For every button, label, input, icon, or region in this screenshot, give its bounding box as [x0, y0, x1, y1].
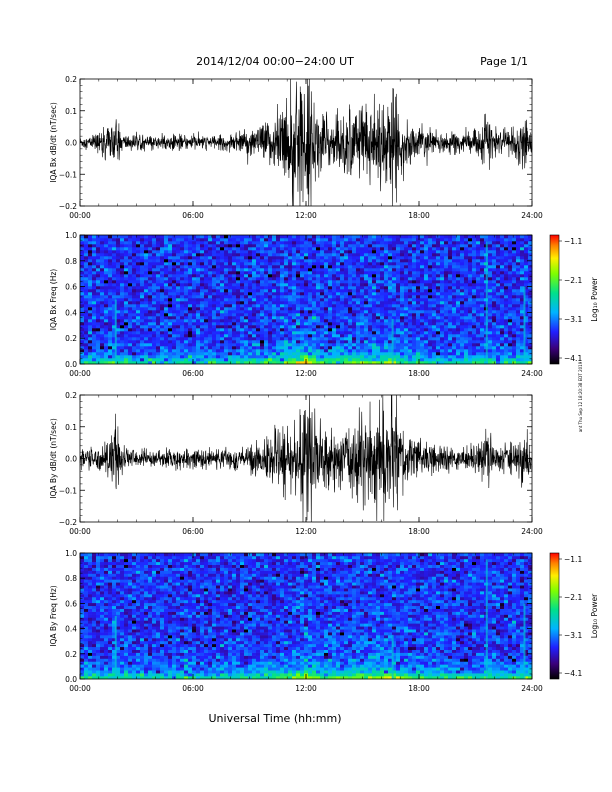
- side-stamp: ant Thu Sep 12 18:20:38 EDT 2019: [578, 361, 583, 432]
- y-tick-label: 0.0: [65, 675, 77, 684]
- panel-2: 1.0 0.8 0.6 0.4 0.2 0.000:00 06:00 12:00 18:00 24…: [49, 231, 543, 378]
- y-tick-label: 0.4: [65, 625, 77, 634]
- x-tick-label: 18:00: [408, 684, 430, 693]
- colorbar-tick-label: −4.1: [564, 354, 582, 363]
- colorbar-bottom: −1.1 −2.1 −3.1 −4.1 Log₁₀ Power: [549, 552, 599, 680]
- panel-3: 0.2 0.1 0.0 −0.1 −0.200:00 06:00 12:00 18:00 24:…: [49, 391, 543, 536]
- y-tick-label: −0.2: [59, 202, 77, 211]
- x-tick-label: 00:00: [69, 527, 91, 536]
- colorbar-title: Log₁₀ Power: [590, 276, 599, 321]
- y-tick-label: −0.2: [59, 518, 77, 527]
- spectrogram: [80, 553, 533, 680]
- x-axis-label: Universal Time (hh:mm): [209, 712, 342, 725]
- y-axis-label: IQA By Freq (Hz): [49, 585, 58, 647]
- x-tick-label: 12:00: [295, 369, 317, 378]
- colorbar-tick-label: −3.1: [564, 315, 582, 324]
- page-title: 2014/12/04 00:00−24:00 UT: [196, 55, 354, 68]
- x-tick-label: 18:00: [408, 369, 430, 378]
- x-tick-label: 12:00: [295, 527, 317, 536]
- x-tick-label: 00:00: [69, 211, 91, 220]
- x-tick-label: 24:00: [521, 684, 543, 693]
- series-line: [79, 394, 533, 523]
- y-tick-label: 0.2: [65, 334, 77, 343]
- y-tick-label: 0.0: [65, 139, 77, 148]
- colorbar-tick-label: −3.1: [564, 631, 582, 640]
- y-tick-label: 0.2: [65, 391, 77, 400]
- x-tick-label: 24:00: [521, 211, 543, 220]
- series-line: [79, 78, 533, 207]
- y-tick-label: 0.2: [65, 650, 77, 659]
- y-tick-label: 0.1: [65, 107, 77, 116]
- x-tick-label: 12:00: [295, 211, 317, 220]
- y-tick-label: 0.8: [65, 574, 77, 583]
- x-tick-label: 24:00: [521, 527, 543, 536]
- y-tick-label: 1.0: [65, 549, 77, 558]
- x-tick-label: 12:00: [295, 684, 317, 693]
- panel-4: 1.0 0.8 0.6 0.4 0.2 0.000:00 06:00 12:00 18:00 24…: [49, 549, 543, 693]
- y-tick-label: 0.0: [65, 360, 77, 369]
- x-tick-label: 24:00: [521, 369, 543, 378]
- y-tick-label: 0.6: [65, 599, 77, 608]
- spectrogram: [80, 235, 533, 365]
- x-tick-label: 18:00: [408, 211, 430, 220]
- x-tick-label: 00:00: [69, 369, 91, 378]
- x-tick-label: 00:00: [69, 684, 91, 693]
- y-tick-label: 0.8: [65, 257, 77, 266]
- y-tick-label: 1.0: [65, 231, 77, 240]
- y-tick-label: 0.1: [65, 423, 77, 432]
- x-tick-label: 06:00: [182, 527, 204, 536]
- colorbar-tick-label: −1.1: [564, 237, 582, 246]
- y-axis-label: IQA By dB/dt (nT/sec): [49, 418, 58, 499]
- y-tick-label: 0.4: [65, 308, 77, 317]
- y-axis-label: IQA Bx Freq (Hz): [49, 269, 58, 331]
- x-tick-label: 06:00: [182, 369, 204, 378]
- y-tick-label: 0.2: [65, 75, 77, 84]
- colorbar-tick-label: −4.1: [564, 669, 582, 678]
- y-tick-label: 0.6: [65, 283, 77, 292]
- colorbar-top: −1.1 −2.1 −3.1 −4.1 Log₁₀ Power: [549, 234, 599, 365]
- colorbar-gradient: [549, 234, 560, 365]
- y-tick-label: −0.1: [59, 170, 77, 179]
- y-tick-label: −0.1: [59, 486, 77, 495]
- colorbar-tick-label: −2.1: [564, 593, 582, 602]
- panel-1: 0.2 0.1 0.0 −0.1 −0.200:00 06:00 12:00 18:00 24:…: [49, 75, 543, 220]
- y-axis-label: IQA Bx dB/dt (nT/sec): [49, 102, 58, 183]
- x-tick-label: 06:00: [182, 684, 204, 693]
- x-tick-label: 18:00: [408, 527, 430, 536]
- page-number: Page 1/1: [480, 55, 528, 68]
- panels: 0.20.10.0−0.1−0.200:00 06:00 12:00 18:00 24:…: [49, 75, 543, 693]
- y-tick-label: 0.0: [65, 455, 77, 464]
- x-tick-label: 06:00: [182, 211, 204, 220]
- colorbar-tick-label: −2.1: [564, 276, 582, 285]
- colorbar-title: Log₁₀ Power: [590, 593, 599, 638]
- colorbar-tick-label: −1.1: [564, 555, 582, 564]
- colorbar-gradient: [549, 552, 560, 680]
